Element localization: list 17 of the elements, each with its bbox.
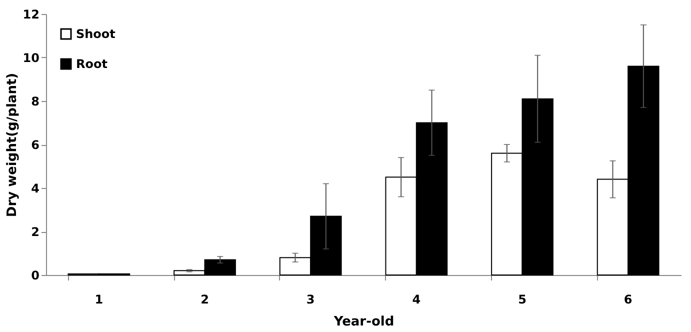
- x-tick-label: 1: [94, 292, 104, 306]
- y-tick-label: 8: [31, 94, 40, 108]
- legend-label: Root: [76, 57, 108, 71]
- x-tick-label: 5: [518, 292, 526, 306]
- y-tick-label: 12: [22, 8, 40, 22]
- x-tick-label: 3: [306, 292, 315, 306]
- y-tick-label: 6: [31, 138, 40, 152]
- y-axis-title: Dry weight(g/plant): [4, 72, 20, 218]
- x-axis-title: Year-old: [332, 314, 394, 330]
- legend-label: Shoot: [76, 27, 116, 41]
- y-tick-label: 4: [31, 182, 40, 196]
- x-tick-label: 2: [200, 292, 209, 306]
- y-tick-label: 0: [31, 268, 40, 282]
- x-tick-label: 6: [624, 292, 632, 306]
- y-tick-label: 2: [31, 225, 40, 239]
- x-tick-label: 4: [412, 292, 421, 306]
- y-tick-label: 10: [22, 51, 40, 65]
